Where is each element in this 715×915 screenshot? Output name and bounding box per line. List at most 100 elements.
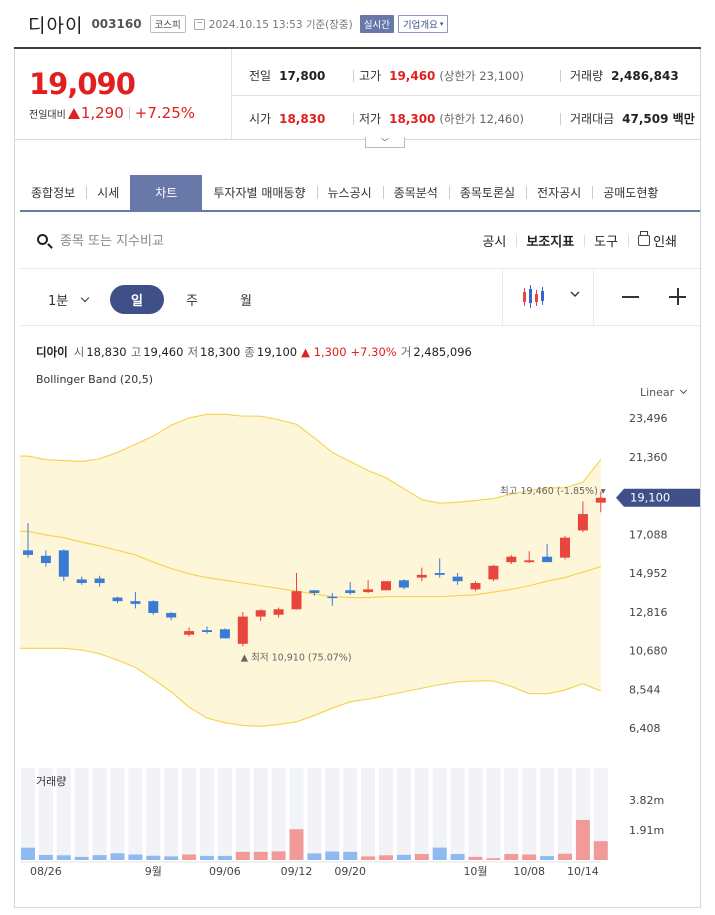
tab-investor-trend[interactable]: 투자자별 매매동향 [213,186,306,200]
volume-bar [253,851,268,860]
volume-bar [540,856,555,860]
zoom-in-icon[interactable] [669,288,686,305]
volume-bar [432,847,447,860]
print-button[interactable]: 인쇄 [628,231,687,250]
tab-analysis[interactable]: 종목분석 [382,175,449,210]
volume-slot [271,768,286,860]
stat-label: 전일 [249,69,272,83]
volume-bar [468,856,483,860]
stat-label: 거래대금 [570,112,615,126]
stat-value: 17,800 [279,69,326,83]
minute-dropdown[interactable]: 1분 [48,290,90,309]
tab-quote[interactable]: 시세 [86,175,130,210]
volume-bar [361,856,376,860]
candle [452,576,463,582]
price-change: 전일대비 1,290 +7.25% [29,104,195,122]
info-key: 고 [130,345,142,359]
stat-open: 시가 18,830 [249,110,325,127]
volume-bar [271,851,286,860]
volume-bar [21,847,35,860]
candle [255,610,266,617]
candle [291,591,302,610]
candlestick-icon [523,285,580,308]
y-tick-label: 14,952 [629,567,668,580]
tab-disclosure[interactable]: 전자공시 [526,175,592,210]
company-info-button[interactable]: 기업개요 ▾ [397,15,449,33]
volume-bar [325,851,340,860]
candle [94,578,105,584]
info-key: 거 [400,345,412,359]
compare-search-input[interactable] [60,231,280,251]
volume-tick-label: 3.82m [629,794,664,807]
chevron-down-icon [570,291,580,297]
stat-amount: 거래대금 47,509 백만 [570,110,695,127]
min-price-label: ▲ 최저 10,910 (75.07%) [241,652,352,663]
volume-bar [235,851,250,860]
candle [166,612,177,618]
expand-button[interactable]: ﹀ [365,137,405,148]
change-label: 전일대비 [29,109,66,121]
tab-news[interactable]: 뉴스공시 [316,175,383,210]
indicator-button[interactable]: 보조지표 [516,231,584,250]
stat-label: 고가 [359,69,382,83]
candle [237,616,248,644]
volume-bar [307,853,322,860]
candle [76,579,87,584]
volume-slot [396,768,411,860]
x-tick-label: 09/06 [209,865,241,878]
tab-discussion[interactable]: 종목토론실 [448,175,526,210]
period-week-button[interactable]: 주 [186,294,198,309]
volume-bar [110,853,125,860]
volume-bar [486,858,501,860]
stock-name: 디아이 [28,14,84,37]
period-day-button[interactable]: 일 [110,285,164,314]
x-tick-label: 10월 [463,865,487,878]
candle [58,550,69,577]
header-divider [14,47,701,49]
lower-limit: (하한가 12,460) [439,112,525,126]
zoom-out-icon[interactable] [622,296,639,298]
candle [398,580,409,588]
info-change: ▲ 1,300 [301,345,347,359]
search-icon[interactable] [37,234,48,245]
chart-type-dropdown[interactable] [502,270,594,325]
notice-button[interactable]: 공시 [482,235,507,250]
volume-bar [414,854,429,860]
current-price: 19,090 [29,67,136,101]
x-tick-label: 09/20 [334,865,366,878]
volume-slot [325,768,340,860]
volume-slot [307,768,322,860]
volume-slot [379,768,393,860]
volume-slot [74,768,89,860]
candle [595,497,606,503]
period-month-button[interactable]: 월 [240,294,252,309]
stat-high: 고가 19,460 (상한가 23,100) [359,67,524,84]
candle [416,574,427,578]
stat-value: 47,509 백만 [622,112,695,126]
candle [524,560,535,563]
candle [327,596,338,599]
tab-chart[interactable]: 차트 [130,175,203,210]
volume-bar [558,853,572,860]
stock-header: 디아이 003160 코스피 2024.10.15 13:53 기준(장중) 실… [0,0,715,48]
candle [381,581,391,591]
volume-slot [146,768,161,860]
tab-summary[interactable]: 종합정보 [31,186,76,200]
tools-button[interactable]: 도구 [584,231,628,250]
upper-limit: (상한가 23,100) [439,69,525,83]
volume-slot [21,768,35,860]
x-tick-label: 09/12 [281,865,313,878]
volume-slot [92,768,107,860]
calendar-icon [193,18,205,30]
scale-dropdown[interactable]: Linear [640,386,688,399]
candle [112,597,123,602]
volume-slot [182,768,197,860]
volume-bar [522,854,537,860]
stock-code: 003160 [91,17,142,31]
tab-short-selling[interactable]: 공매도현황 [592,175,669,210]
max-price-label: 최고 19,460 (-1.85%) ▾ [500,486,606,497]
volume-slot [414,768,429,860]
volume-bar [128,854,143,860]
stat-value: 2,486,843 [611,69,679,83]
